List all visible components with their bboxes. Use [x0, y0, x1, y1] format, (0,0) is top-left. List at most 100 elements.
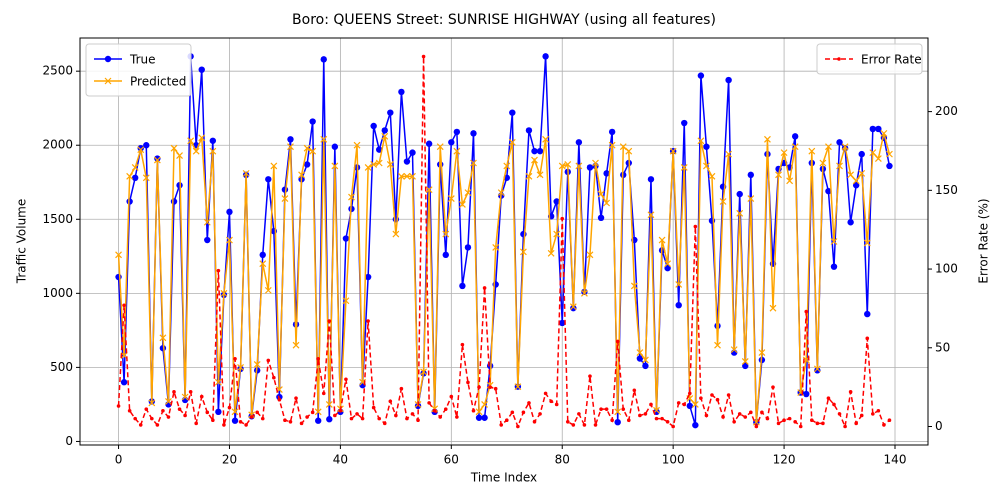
point: [725, 150, 733, 158]
point: [654, 416, 659, 421]
point: [869, 125, 877, 133]
point: [115, 251, 122, 259]
point: [825, 143, 832, 151]
series: [115, 129, 893, 426]
point: [632, 388, 637, 393]
point: [133, 416, 137, 421]
point: [405, 416, 409, 421]
point: [215, 408, 222, 416]
point: [471, 408, 476, 413]
point: [875, 125, 882, 133]
point: [832, 402, 836, 407]
point: [542, 135, 550, 143]
point: [305, 415, 309, 419]
point: [615, 339, 620, 344]
point: [664, 264, 671, 272]
point: [553, 230, 561, 238]
point: [760, 410, 764, 415]
point: [647, 176, 655, 183]
point: [170, 198, 178, 205]
point: [342, 297, 350, 305]
point: [194, 421, 198, 426]
point: [143, 142, 150, 149]
point: [222, 423, 226, 427]
point: [586, 164, 594, 171]
point: [836, 162, 843, 170]
point: [131, 164, 139, 171]
point: [431, 405, 439, 413]
point: [127, 408, 132, 413]
point: [116, 404, 121, 408]
point: [333, 413, 337, 418]
legend-marker: [104, 77, 112, 85]
point: [880, 129, 888, 137]
point: [782, 418, 786, 423]
point: [737, 412, 742, 416]
point: [477, 385, 481, 389]
point: [571, 423, 576, 427]
point: [577, 412, 581, 416]
point: [814, 367, 821, 374]
point: [349, 416, 354, 421]
point: [775, 171, 782, 179]
point: [205, 410, 210, 415]
point: [886, 162, 893, 170]
point: [765, 416, 770, 421]
point: [209, 147, 217, 155]
point: [647, 211, 655, 219]
point: [704, 413, 709, 418]
point: [749, 410, 753, 415]
point: [443, 407, 448, 411]
point: [804, 309, 809, 314]
point: [481, 400, 489, 408]
point: [675, 301, 682, 309]
point: [137, 144, 144, 152]
point: [658, 236, 666, 244]
point: [560, 216, 565, 221]
point: [610, 418, 614, 423]
point: [626, 418, 631, 423]
point: [787, 416, 792, 421]
point: [813, 365, 821, 373]
point: [220, 289, 228, 297]
point: [852, 182, 860, 189]
point: [138, 423, 143, 427]
point: [780, 149, 788, 157]
point: [388, 399, 393, 404]
point: [442, 230, 450, 238]
point: [287, 136, 294, 143]
point: [599, 407, 603, 411]
point: [460, 342, 465, 347]
point: [265, 176, 272, 183]
point: [203, 218, 211, 226]
point: [597, 190, 605, 198]
point: [614, 418, 621, 426]
point: [459, 282, 466, 290]
point: [231, 417, 239, 424]
point: [871, 412, 875, 416]
point: [303, 161, 311, 168]
point: [508, 138, 516, 146]
point: [382, 421, 387, 426]
x-tick-label: 80: [555, 453, 570, 467]
point: [249, 415, 254, 419]
point: [503, 162, 511, 170]
point: [664, 260, 672, 268]
point: [442, 251, 449, 259]
point: [791, 133, 799, 140]
point: [376, 146, 383, 153]
point: [381, 127, 388, 134]
point: [564, 161, 572, 168]
point: [259, 260, 267, 268]
point: [181, 393, 189, 401]
point: [204, 236, 211, 244]
point: [199, 394, 204, 399]
point: [170, 144, 178, 152]
point: [493, 386, 498, 391]
point: [348, 193, 355, 201]
point: [309, 147, 317, 155]
legend-box: [816, 43, 923, 75]
point: [736, 209, 744, 217]
point: [532, 419, 537, 424]
legend-label: True: [129, 53, 156, 67]
